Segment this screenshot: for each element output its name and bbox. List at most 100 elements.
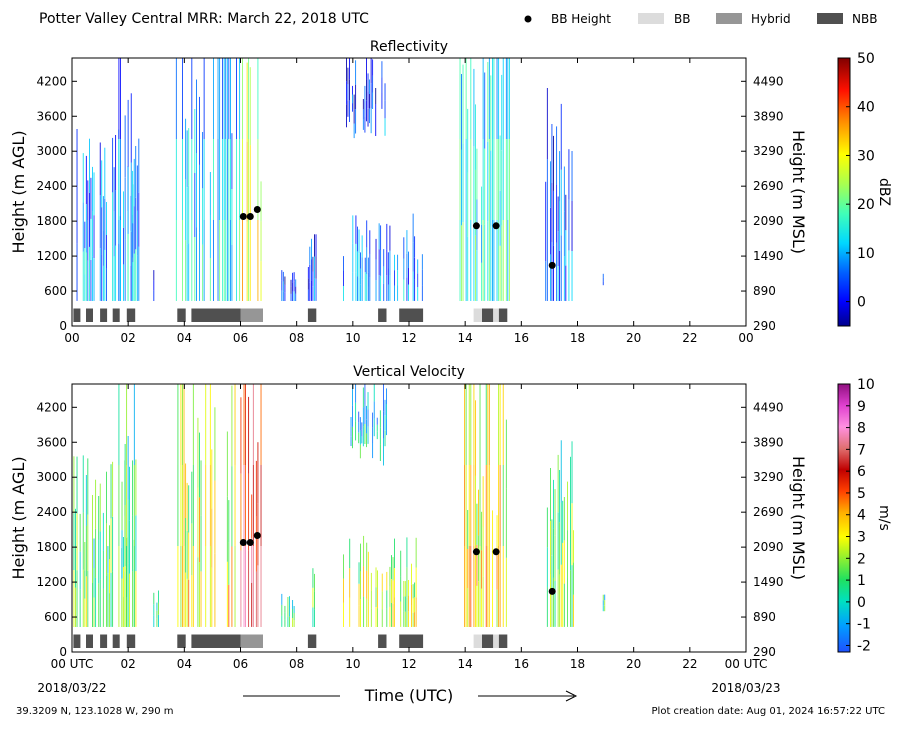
echo-column (352, 103, 353, 112)
echo-column (231, 133, 233, 190)
echo-column (369, 277, 371, 301)
echo-column (93, 568, 95, 598)
echo-column (353, 94, 355, 110)
echo-column (499, 384, 501, 465)
echo-column (127, 436, 129, 500)
echo-column (387, 268, 389, 285)
echo-column (386, 249, 388, 276)
echo-column (546, 507, 548, 548)
echo-column (228, 58, 230, 139)
echo-column (484, 224, 486, 301)
y2-tick-label: 290 (753, 319, 776, 333)
echo-column (507, 58, 509, 139)
echo-column (314, 234, 315, 257)
colorbar-tick-label: 30 (857, 148, 875, 164)
echo-column (205, 384, 207, 465)
echo-column (509, 58, 510, 139)
echo-column (353, 109, 355, 124)
echo-column (383, 249, 385, 267)
x-tick-label: 18 (570, 331, 585, 345)
echo-column (496, 515, 498, 553)
echo-column (182, 546, 183, 627)
echo-column (389, 225, 391, 251)
echo-column (118, 139, 120, 220)
echo-column (188, 579, 190, 627)
echo-column (158, 602, 159, 615)
echo-column (121, 530, 123, 579)
echo-column (343, 256, 344, 272)
echo-column (192, 465, 194, 546)
echo-column (551, 242, 553, 301)
echo-column (384, 100, 386, 119)
echo-column (373, 384, 375, 402)
echo-column (87, 570, 89, 627)
echo-column (156, 610, 158, 619)
echo-column (231, 546, 233, 627)
echo-column (287, 617, 289, 627)
echo-column (573, 530, 574, 563)
echo-column (364, 286, 366, 301)
echo-column (557, 569, 559, 627)
echo-column (355, 60, 357, 85)
echo-column (462, 64, 464, 144)
echo-column (412, 598, 414, 613)
velocity-ylabel: Height (m AGL) (9, 456, 28, 579)
echo-column (123, 567, 124, 597)
echo-column (284, 292, 286, 301)
echo-column (101, 207, 103, 255)
bb-class-bar (473, 308, 482, 322)
echo-column (509, 139, 510, 220)
echo-column (130, 93, 132, 163)
echo-column (487, 141, 489, 222)
echo-column (563, 166, 565, 212)
echo-column (352, 215, 354, 244)
echo-column (602, 273, 604, 278)
echo-column (95, 528, 97, 578)
echo-column (488, 384, 490, 465)
echo-column (560, 169, 562, 236)
echo-column (124, 566, 126, 627)
echo-column (248, 139, 250, 220)
legend-nbb-label: NBB (852, 12, 877, 26)
echo-column (290, 279, 292, 287)
plot-frame (71, 57, 747, 327)
echo-column (309, 282, 311, 301)
bb-height-point (492, 222, 500, 230)
echo-column (92, 211, 93, 257)
echo-column (347, 67, 349, 85)
echo-column (459, 58, 461, 139)
echo-column (257, 139, 259, 220)
echo-column (73, 456, 75, 514)
echo-column (571, 251, 573, 301)
x-tick-label: 06 (233, 657, 248, 671)
echo-column (417, 259, 419, 274)
echo-column (560, 502, 562, 565)
echo-column (366, 100, 367, 122)
echo-column (553, 479, 554, 529)
echo-column (182, 139, 183, 220)
echo-column (136, 255, 138, 301)
echo-column (370, 590, 372, 609)
echo-column (138, 192, 140, 247)
colorbar-tick-label: 10 (857, 246, 875, 262)
echo-column (185, 518, 187, 573)
echo-column (311, 259, 312, 281)
echo-region (281, 593, 295, 627)
x-tick-label: 12 (401, 657, 416, 671)
echo-column (364, 85, 366, 102)
echo-column (384, 415, 386, 431)
bb-class-bar (493, 634, 499, 648)
echo-column (293, 613, 295, 620)
echo-column (400, 601, 402, 627)
echo-column (226, 496, 228, 562)
echo-column (498, 58, 500, 139)
echo-column (490, 75, 492, 151)
echo-column (82, 251, 84, 301)
echo-column (372, 59, 374, 76)
echo-column (546, 547, 548, 588)
x-tick-label: 20 (626, 331, 641, 345)
echo-column (476, 503, 478, 545)
echo-column (234, 546, 236, 627)
echo-column (557, 231, 559, 267)
echo-column (570, 570, 571, 627)
